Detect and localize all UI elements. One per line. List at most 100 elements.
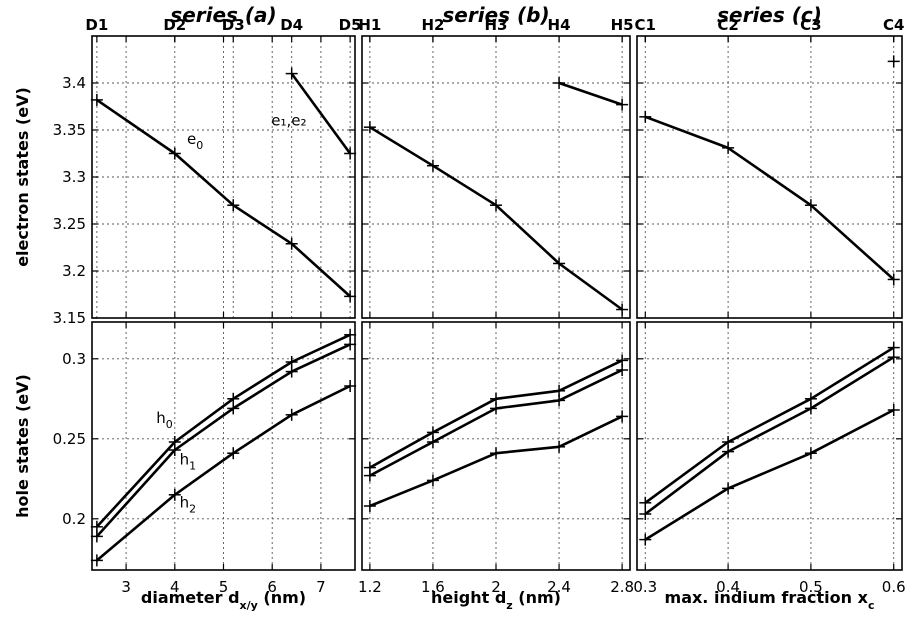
- top-tick-label: D5: [339, 16, 362, 34]
- y-tick-label: 3.2: [62, 262, 86, 280]
- x-tick-label: 0.4: [716, 578, 740, 596]
- data-point: [490, 447, 502, 460]
- chart-panel-1: 3.15 3.2 3.25 3.3 3.35 3.4 D1 D2 D3 D4 D5 series (a…: [13, 3, 362, 327]
- x-tick-label: 3: [121, 578, 131, 596]
- data-point: [887, 351, 900, 364]
- annotation-subscript: 0: [166, 418, 173, 431]
- y-axis-label: electron states (eV): [13, 87, 32, 267]
- data-point: [553, 257, 566, 270]
- x-tick-label: 6: [267, 578, 277, 596]
- data-point: [887, 273, 900, 286]
- data-point: [363, 121, 376, 134]
- data-point: [490, 402, 502, 415]
- data-point: [490, 199, 502, 212]
- x-axis-label-subscript: z: [506, 599, 512, 612]
- data-point: [426, 474, 439, 487]
- top-tick-label: D3: [222, 16, 245, 34]
- data-point: [553, 394, 566, 407]
- data-point: [168, 488, 181, 501]
- data-point: [90, 93, 103, 106]
- data-point: [722, 445, 735, 458]
- series-line: [644, 408, 895, 541]
- x-tick-label: 4: [170, 578, 180, 596]
- y-tick-label: 3.25: [53, 215, 86, 233]
- annotation-base: h: [180, 494, 190, 512]
- data-point: [344, 338, 357, 351]
- data-point: [344, 147, 357, 160]
- series-line: [644, 346, 895, 504]
- series-annotation: e₁,e₂: [271, 111, 306, 129]
- data-point: [616, 303, 629, 316]
- top-tick-label: H2: [421, 16, 444, 34]
- y-tick-label: 3.15: [53, 309, 86, 327]
- chart-panel-6: 0.3 0.4 0.5 0.6 max. indium fraction xc: [633, 321, 906, 612]
- x-axis-label: diameter dx/y (nm): [141, 588, 306, 612]
- x-axis-label-text: diameter d: [141, 588, 240, 607]
- data-point: [168, 444, 181, 456]
- data-point: [344, 380, 357, 392]
- data-point: [363, 469, 376, 482]
- data-point: [363, 500, 376, 512]
- annotation-subscript: 0: [196, 139, 203, 152]
- annotation-base: e: [187, 130, 196, 148]
- x-tick-label: 0.3: [633, 578, 657, 596]
- x-tick-label: 1.6: [421, 578, 445, 596]
- annotation-subscript: 2: [189, 503, 196, 516]
- data-point: [344, 290, 357, 303]
- data-point: [227, 402, 240, 415]
- x-tick-label: 2: [491, 578, 501, 596]
- annotation-subscript: 1: [189, 459, 196, 472]
- data-point: [168, 147, 181, 160]
- x-axis-label-subscript: x/y: [240, 599, 258, 612]
- y-tick-label: 0.3: [62, 350, 86, 368]
- x-tick-label: 0.6: [882, 578, 906, 596]
- x-axis-label-text: max. indium fraction x: [665, 588, 869, 607]
- top-tick-label: D4: [280, 16, 303, 34]
- data-point: [426, 159, 439, 172]
- series-annotation: h0: [156, 409, 173, 431]
- data-point: [90, 554, 103, 567]
- panel-title: series (a): [170, 3, 276, 27]
- series-line: [290, 72, 352, 155]
- top-tick-label: C1: [635, 16, 656, 34]
- data-point: [639, 496, 652, 509]
- top-tick-label: D2: [163, 16, 186, 34]
- data-point: [426, 436, 439, 448]
- data-point: [616, 410, 629, 423]
- top-tick-label: H4: [548, 16, 571, 34]
- data-point: [553, 77, 566, 89]
- y-tick-label: 0.25: [53, 430, 86, 448]
- x-tick-label: 2.4: [547, 578, 571, 596]
- x-tick-label: 5: [219, 578, 229, 596]
- top-tick-label: D1: [85, 16, 108, 34]
- y-tick-label: 0.2: [62, 510, 86, 528]
- data-point: [285, 237, 298, 250]
- x-tick-label: 1.2: [358, 578, 382, 596]
- panel-title: series (b): [442, 3, 549, 27]
- data-point: [639, 110, 652, 123]
- x-axis-label-text: height d: [431, 588, 506, 607]
- data-point: [804, 402, 817, 415]
- data-point: [553, 440, 566, 453]
- x-tick-label: 7: [316, 578, 326, 596]
- data-point: [804, 447, 817, 460]
- x-tick-label: 0.5: [799, 578, 823, 596]
- series-line: [644, 115, 895, 281]
- x-tick-label: 2.8: [610, 578, 634, 596]
- data-point: [887, 55, 900, 68]
- series-line: [558, 81, 623, 106]
- data-point: [722, 141, 735, 154]
- x-axis-label-subscript: c: [868, 599, 875, 612]
- data-point: [616, 364, 629, 376]
- annotation-base: h: [180, 450, 190, 468]
- data-point: [227, 447, 240, 460]
- data-point: [285, 365, 298, 378]
- data-point: [887, 404, 900, 416]
- data-point: [722, 482, 735, 495]
- top-tick-label: C2: [717, 16, 738, 34]
- data-point: [90, 530, 103, 543]
- data-point: [804, 199, 817, 212]
- y-axis-label: hole states (eV): [13, 374, 32, 518]
- top-tick-label: C3: [800, 16, 821, 34]
